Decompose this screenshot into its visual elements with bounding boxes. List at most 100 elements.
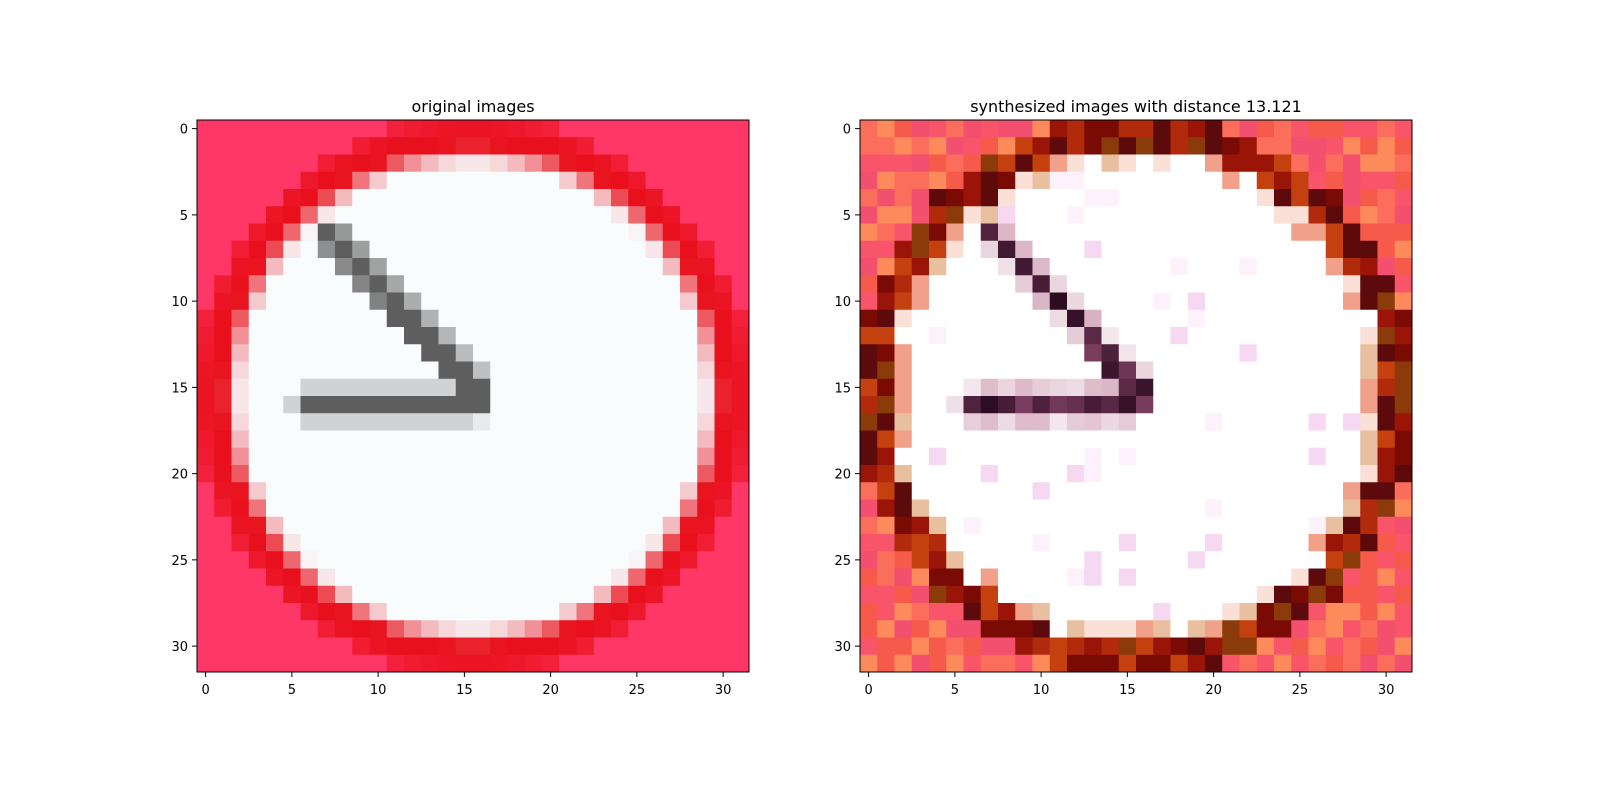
image-pixel <box>929 516 947 535</box>
image-pixel <box>860 551 878 569</box>
image-pixel <box>335 275 353 293</box>
image-pixel <box>1377 120 1396 138</box>
image-pixel <box>300 430 319 449</box>
image-pixel <box>576 499 595 518</box>
image-pixel <box>542 154 560 173</box>
image-pixel <box>335 206 353 224</box>
image-pixel <box>1308 154 1327 173</box>
image-pixel <box>231 534 250 552</box>
image-pixel <box>300 120 319 138</box>
image-pixel <box>946 447 964 466</box>
image-pixel <box>645 258 664 276</box>
image-pixel <box>473 344 491 362</box>
image-pixel <box>214 654 232 673</box>
image-pixel <box>1239 482 1258 500</box>
image-pixel <box>860 568 878 587</box>
image-pixel <box>998 654 1016 673</box>
image-pixel <box>1170 499 1189 518</box>
image-pixel <box>1049 654 1068 673</box>
image-pixel <box>680 223 698 242</box>
image-pixel <box>455 154 474 173</box>
image-pixel <box>214 499 232 518</box>
image-pixel <box>1325 309 1344 328</box>
image-pixel <box>1377 482 1396 500</box>
image-pixel <box>593 482 612 500</box>
image-pixel <box>980 171 999 190</box>
image-pixel <box>266 482 284 500</box>
image-pixel <box>611 499 629 518</box>
image-pixel <box>680 465 698 483</box>
image-pixel <box>524 396 543 414</box>
image-pixel <box>697 430 715 449</box>
image-pixel <box>998 413 1016 431</box>
image-pixel <box>1049 534 1068 552</box>
image-pixel <box>1377 361 1396 380</box>
image-pixel <box>1222 206 1240 224</box>
image-pixel <box>1343 396 1361 414</box>
image-pixel <box>1187 465 1206 483</box>
image-pixel <box>963 327 982 345</box>
image-pixel <box>680 430 698 449</box>
image-pixel <box>1256 585 1275 604</box>
image-pixel <box>455 171 474 190</box>
image-pixel <box>1032 275 1051 293</box>
image-pixel <box>404 516 422 535</box>
image-pixel <box>438 189 457 207</box>
image-pixel <box>542 637 560 656</box>
image-pixel <box>352 499 370 518</box>
image-pixel <box>946 154 964 173</box>
image-pixel <box>1239 240 1258 259</box>
image-pixel <box>214 482 232 500</box>
image-pixel <box>662 223 681 242</box>
image-pixel <box>438 344 457 362</box>
image-pixel <box>1239 327 1258 345</box>
image-pixel <box>628 499 646 518</box>
image-pixel <box>300 154 319 173</box>
image-pixel <box>404 620 422 638</box>
image-pixel <box>317 309 336 328</box>
image-pixel <box>1360 465 1378 483</box>
image-pixel <box>576 223 595 242</box>
image-pixel <box>1394 396 1413 414</box>
image-pixel <box>455 585 474 604</box>
image-pixel <box>731 120 750 138</box>
image-pixel <box>421 137 439 155</box>
image-pixel <box>352 413 370 431</box>
image-pixel <box>197 430 215 449</box>
image-pixel <box>1118 603 1137 621</box>
image-pixel <box>455 516 474 535</box>
image-pixel <box>1049 551 1068 569</box>
image-pixel <box>352 240 370 259</box>
image-pixel <box>1360 585 1378 604</box>
image-pixel <box>1084 154 1102 173</box>
image-pixel <box>524 120 543 138</box>
image-pixel <box>911 637 930 656</box>
image-pixel <box>352 482 370 500</box>
image-pixel <box>911 499 930 518</box>
image-pixel <box>231 344 250 362</box>
image-pixel <box>369 447 388 466</box>
image-pixel <box>662 171 681 190</box>
image-pixel <box>1291 344 1309 362</box>
image-pixel <box>628 603 646 621</box>
image-pixel <box>628 465 646 483</box>
image-pixel <box>266 654 284 673</box>
image-pixel <box>473 189 491 207</box>
image-pixel <box>1187 499 1206 518</box>
image-pixel <box>421 206 439 224</box>
image-pixel <box>1291 534 1309 552</box>
image-pixel <box>946 585 964 604</box>
image-pixel <box>214 396 232 414</box>
image-pixel <box>197 551 215 569</box>
image-pixel <box>1067 516 1085 535</box>
image-pixel <box>1153 292 1171 311</box>
image-pixel <box>1205 516 1223 535</box>
image-pixel <box>266 378 284 397</box>
image-pixel <box>1256 223 1275 242</box>
image-pixel <box>645 275 664 293</box>
image-pixel <box>877 189 895 207</box>
image-pixel <box>1325 292 1344 311</box>
image-pixel <box>946 603 964 621</box>
image-pixel <box>894 430 913 449</box>
image-pixel <box>317 499 336 518</box>
